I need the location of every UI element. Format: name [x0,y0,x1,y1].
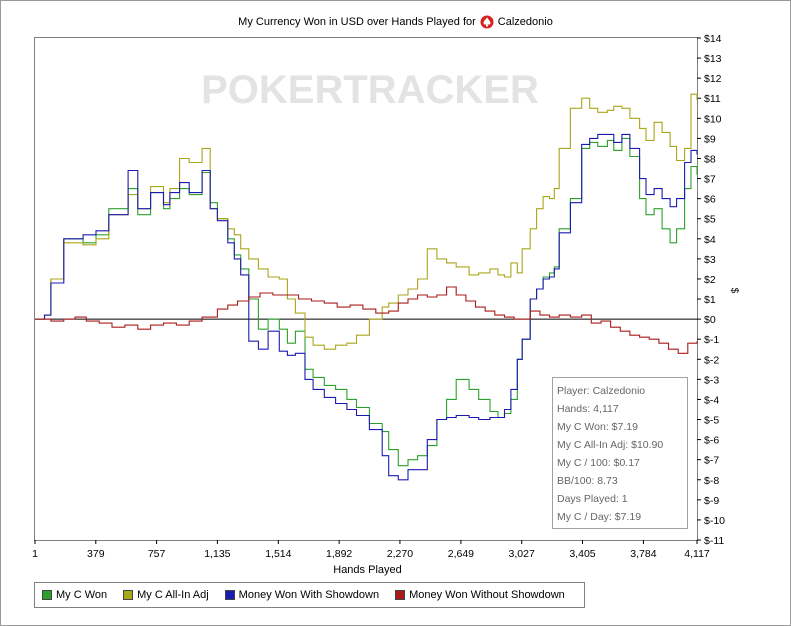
y-axis: $-11 $-10 $-9 $-8 $-7 $-6 $-5 $-4 $-3 $-2 $-1 $0 $1 $… [697,33,725,547]
stat-player: Player: Calzedonio [557,385,646,397]
y-tick-label: $7 [704,174,716,186]
y-tick-label: $0 [704,314,716,326]
stat-bb100: BB/100: 8.73 [557,475,618,487]
x-axis: 1 379 757 1,135 1,514 1,892 2,270 2,649 3,027 3,4… [32,540,710,560]
x-tick-label: 3,784 [630,548,656,560]
series-lines [35,93,698,481]
x-tick-label: 2,270 [387,548,413,560]
x-tick-label: 3,027 [509,548,535,560]
y-tick-label: $9 [704,133,716,145]
y-tick-label: $-3 [704,374,719,386]
stat-hands: Hands: 4,117 [557,403,619,415]
stats-box: Player: Calzedonio Hands: 4,117 My C Won… [552,377,688,529]
title-prefix: My Currency Won in USD over Hands Played… [238,16,476,28]
y-tick-label: $2 [704,274,716,286]
legend: My C Won My C All-In Adj Money Won With … [34,582,585,608]
x-tick-label: 379 [87,548,105,560]
x-tick-label: 2,649 [448,548,474,560]
series-line-my-c-all-in-adj [35,93,698,350]
series-line-money-won-with-showdown [35,133,698,481]
y-tick-label: $4 [704,234,716,246]
player-name: Calzedonio [497,16,553,28]
y-tick-label: $-4 [704,394,719,406]
y-tick-label: $-6 [704,435,719,447]
legend-label: Money Won With Showdown [238,589,380,601]
y-tick-label: $-10 [704,515,725,527]
legend-swatch [123,590,134,600]
legend-swatch [224,590,235,600]
legend-label: Money Won Without Showdown [409,589,565,601]
stat-days: Days Played: 1 [557,493,628,505]
series-line-money-won-without-showdown [35,286,698,354]
y-tick-label: $5 [704,214,716,226]
legend-item-all-in-adj: My C All-In Adj [123,589,209,601]
legend-swatch [42,590,52,600]
pokerstars-spade-icon [480,15,494,29]
y-tick-label: $-11 [704,535,724,547]
stat-won: My C Won: $7.19 [557,421,638,433]
x-tick-label: 757 [148,548,166,560]
y-tick-label: $11 [704,93,721,105]
x-tick-label: 4,117 [684,548,710,560]
y-tick-label: $14 [704,33,722,45]
y-tick-label: $10 [704,113,722,125]
y-axis-label: $ [728,287,740,294]
chart-title: My Currency Won in USD over Hands Played… [0,15,791,29]
y-tick-label: $-7 [704,455,719,467]
x-tick-label: 1,514 [265,548,291,560]
stat-allin: My C All-In Adj: $10.90 [557,439,664,451]
y-tick-label: $-9 [704,495,719,507]
x-tick-label: 3,405 [569,548,595,560]
legend-swatch [395,590,406,600]
y-tick-label: $-2 [704,354,719,366]
x-axis-label: Hands Played [333,564,402,576]
x-tick-label: 1 [32,548,38,560]
stat-per100: My C / 100: $0.17 [557,457,640,469]
legend-item-without-showdown: Money Won Without Showdown [395,589,565,601]
y-tick-label: $12 [704,73,722,85]
y-tick-label: $-1 [704,334,719,346]
y-tick-label: $3 [704,254,716,266]
y-tick-label: $6 [704,194,716,206]
x-tick-label: 1,135 [204,548,230,560]
y-tick-label: $-5 [704,415,719,427]
watermark: POKERTRACKER [201,68,539,112]
legend-label: My C Won [56,589,108,601]
y-tick-label: $1 [704,294,716,306]
legend-label: My C All-In Adj [137,589,209,601]
y-tick-label: $-8 [704,475,719,487]
y-tick-label: $8 [704,153,716,165]
legend-item-with-showdown: Money Won With Showdown [224,589,380,601]
x-tick-label: 1,892 [326,548,352,560]
stat-perday: My C / Day: $7.19 [557,511,642,523]
legend-item-my-c-won: My C Won [42,589,107,601]
y-tick-label: $13 [704,53,722,65]
